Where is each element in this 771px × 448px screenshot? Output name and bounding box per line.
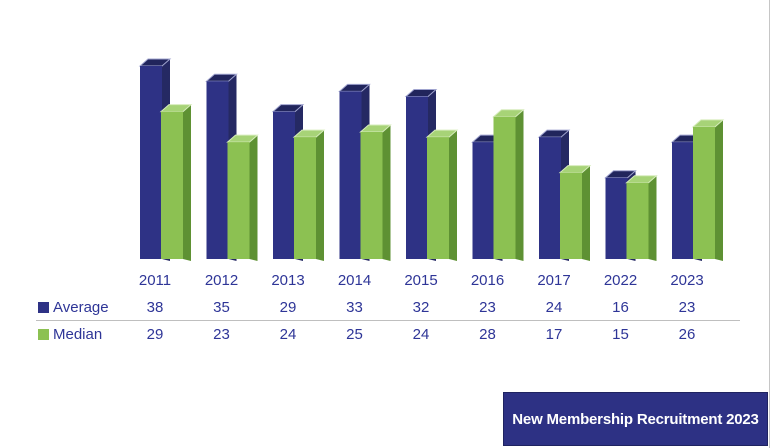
year-label-2015: 2015 [404, 272, 438, 289]
median-value-2016: 28 [479, 326, 496, 343]
median-bar-2012 [226, 134, 259, 261]
average-value-2013: 29 [279, 299, 297, 316]
year-label-2016: 2016 [470, 272, 505, 289]
median-value-2013: 24 [279, 326, 297, 343]
average-legend-label: Average [53, 299, 109, 316]
median-bar-2023 [691, 119, 725, 261]
median-bar-2016 [492, 109, 525, 261]
average-value-2022: 16 [612, 299, 629, 316]
median-value-2022: 15 [612, 326, 629, 343]
median-value-row: 29 23 24 25 24 28 17 15 26 [0, 0, 771, 343]
median-value-2012: 23 [213, 326, 230, 343]
average-value-2014: 33 [346, 299, 363, 316]
average-value-2012: 35 [213, 299, 230, 316]
median-bar-2013 [292, 129, 326, 261]
median-bar-2014 [359, 124, 392, 261]
median-legend-label: Median [53, 326, 103, 343]
median-bar-2017 [558, 165, 592, 261]
average-value-2023: 23 [678, 299, 696, 316]
average-value-2017: 24 [545, 299, 563, 316]
median-value-2011: 29 [146, 326, 164, 343]
year-label-2023: 2023 [670, 272, 704, 289]
chart-title-box: New Membership Recruitment 2023 [503, 392, 768, 446]
year-label-2013: 2013 [271, 272, 305, 289]
average-value-2011: 38 [146, 299, 164, 316]
average-value-2016: 23 [479, 299, 496, 316]
table-row-separator [36, 320, 740, 321]
average-legend-swatch [38, 302, 49, 313]
year-label-2012: 2012 [204, 272, 239, 289]
median-value-2023: 26 [678, 326, 696, 343]
right-border-line [769, 0, 770, 448]
median-bar-2022 [625, 175, 658, 261]
median-value-2017: 17 [545, 326, 563, 343]
median-bar-2015 [425, 129, 459, 261]
median-value-2015: 24 [412, 326, 430, 343]
year-label-2011: 2011 [138, 272, 172, 289]
median-value-2014: 25 [346, 326, 363, 343]
year-label-2014: 2014 [337, 272, 372, 289]
median-bar-2011 [159, 104, 193, 262]
year-label-2017: 2017 [537, 272, 571, 289]
average-value-2015: 32 [412, 299, 430, 316]
chart-title-text: New Membership Recruitment 2023 [512, 410, 759, 428]
average-value-row: 38 35 29 33 32 23 24 16 23 [0, 0, 771, 316]
category-axis-row: 2011 2012 2013 2014 2015 2016 2017 2022 2023 [0, 0, 771, 289]
year-label-2022: 2022 [603, 272, 638, 289]
median-legend-swatch [38, 329, 49, 340]
